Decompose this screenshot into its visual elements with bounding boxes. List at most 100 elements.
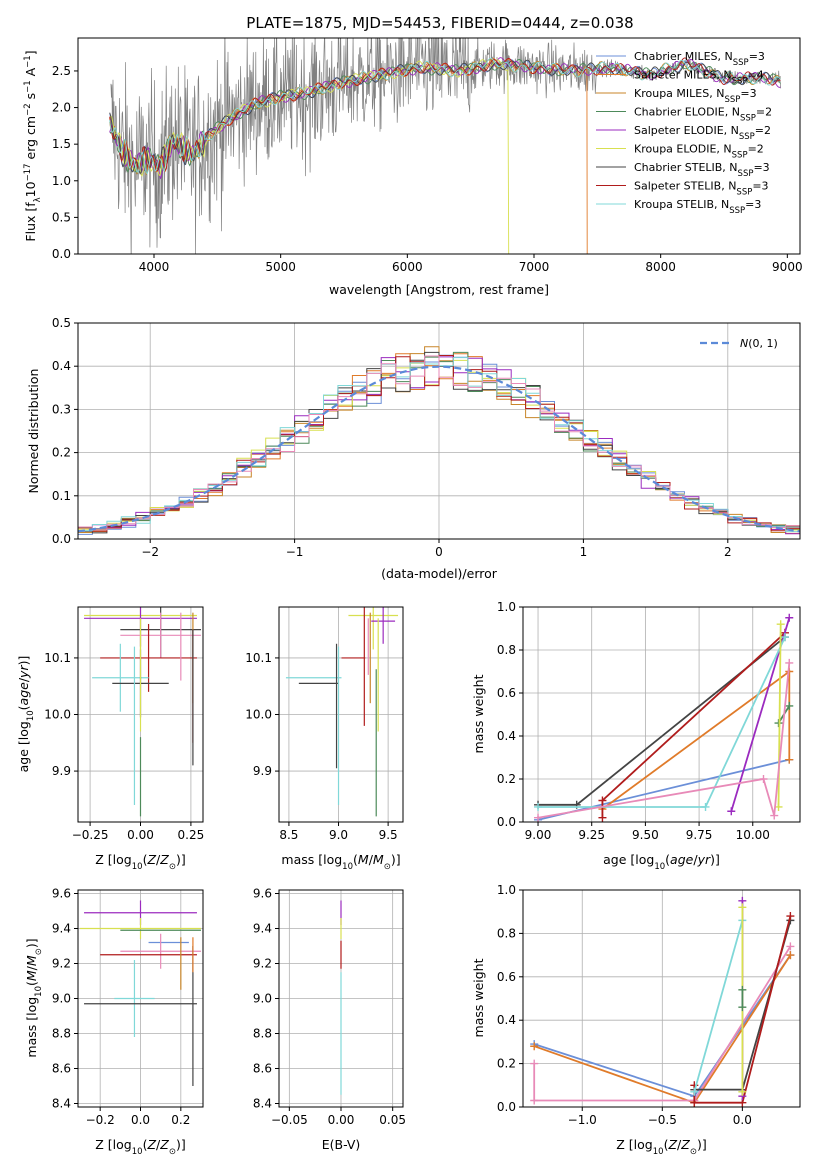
legend-label: Chabrier ELODIE, NSSP=2 (634, 106, 772, 124)
axes-massweight-vs-age: 9.00 9.25 9.50 9.75 10.00 0.0 0.2 0.4 0.6 0.8 1.0 a… (471, 600, 801, 872)
massweight-marker (690, 1087, 699, 1096)
x-tick-label: −0.5 (648, 1113, 677, 1127)
massweight-marker (530, 1096, 539, 1105)
x-tick-label: 9.75 (686, 828, 713, 842)
x-axis-label: E(B-V) (322, 1137, 361, 1152)
y-tick-label: 0.1 (52, 489, 71, 503)
x-tick-label: 9.50 (632, 828, 659, 842)
legend-label: Salpeter MILES, NSSP=4 (634, 69, 764, 87)
y-tick-label: 1.5 (52, 137, 71, 151)
x-tick-label: 4000 (139, 260, 170, 274)
massweight-marker (530, 1059, 539, 1068)
massweight-marker (701, 802, 710, 811)
y-tick-label: 8.8 (253, 1027, 272, 1041)
y-tick-label: 0.4 (52, 359, 71, 373)
y-tick-label: 0.2 (497, 1057, 516, 1071)
plot-area (80, 900, 201, 1086)
x-tick-label: 8000 (645, 260, 676, 274)
x-axis-label: mass [log10(M/M⊙)] (281, 852, 400, 872)
y-tick-label: 0.2 (497, 772, 516, 786)
axes-histogram: −2 −1 0 1 2 0.0 0.1 0.2 0.3 0.4 0.5 N(0, 1) (data-mo… (26, 316, 801, 581)
y-tick-label: 0.0 (497, 815, 516, 829)
legend-label: Kroupa ELODIE, NSSP=2 (634, 143, 764, 161)
x-tick-label: 0.00 (328, 1113, 355, 1127)
x-tick-label: 2 (724, 545, 732, 559)
x-tick-label: 0.00 (127, 828, 154, 842)
y-axis-label: Flux [fλ10−17 erg cm−2 s−1 A−1] (23, 50, 43, 241)
y-tick-label: 0.8 (497, 643, 516, 657)
y-tick-label: 9.0 (52, 992, 71, 1006)
massweight-marker (780, 633, 789, 642)
y-tick-label: 8.6 (253, 1062, 272, 1076)
plot-area (84, 607, 201, 817)
x-tick-label: −0.25 (72, 828, 109, 842)
x-tick-label: −2 (141, 545, 159, 559)
x-tick-label: −0.2 (86, 1113, 115, 1127)
y-tick-label: 1.0 (497, 600, 516, 614)
x-axis-label: Z [log10(Z/Z⊙)] (95, 1137, 185, 1157)
y-tick-label: 0.5 (52, 210, 71, 224)
y-tick-label: 9.9 (52, 764, 71, 778)
y-tick-label: 0.5 (52, 316, 71, 330)
x-tick-label: 5000 (265, 260, 296, 274)
y-axis-label: Normed distribution (26, 369, 41, 494)
massweight-marker (774, 719, 783, 728)
axes-massweight-vs-Z: −1.0 −0.5 0.0 0.0 0.2 0.4 0.6 0.8 1.0 Z [log10(Z/… (471, 883, 801, 1157)
x-tick-label: 1 (580, 545, 588, 559)
massweight-marker (759, 775, 768, 783)
axes-frame (77, 889, 204, 1108)
y-tick-label: 1.0 (497, 883, 516, 897)
massweight-line (537, 662, 791, 819)
plot-area (285, 607, 399, 817)
x-tick-label: 9.00 (525, 828, 552, 842)
legend-label: Salpeter ELODIE, NSSP=2 (634, 124, 771, 142)
x-axis-label: Z [log10(Z/Z⊙)] (616, 1137, 706, 1157)
y-tick-label: 0.6 (497, 686, 516, 700)
x-tick-label: 9.0 (329, 828, 348, 842)
massweight-marker (738, 1087, 747, 1096)
axes-mass-vs-Z: −0.2 0.0 0.2 8.4 8.6 8.8 9.0 9.2 9.4 9.6 Z [log10(… (24, 887, 204, 1157)
x-tick-label: 0.25 (178, 828, 205, 842)
y-tick-label: 10.1 (44, 651, 71, 665)
x-tick-label: −1.0 (568, 1113, 597, 1127)
x-axis-label: Z [log10(Z/Z⊙)] (95, 852, 185, 872)
spectrum-model-line (109, 57, 781, 175)
y-tick-label: 8.4 (52, 1097, 71, 1111)
massweight-marker (534, 802, 543, 811)
axes-spectrum: 4000 5000 6000 7000 8000 9000 0.0 0.5 1.0 1.5 2.0 2… (23, 37, 803, 297)
massweight-marker (786, 951, 795, 960)
x-tick-label: −1 (286, 545, 304, 559)
axes-age-vs-Z: −0.25 0.00 0.25 9.9 10.0 10.1 Z [log10(Z/Z⊙)] a… (16, 606, 205, 872)
x-tick-label: −0.05 (271, 1113, 308, 1127)
y-tick-label: 0.3 (52, 402, 71, 416)
y-tick-label: 2.0 (52, 101, 71, 115)
y-tick-label: 9.2 (253, 957, 272, 971)
massweight-marker (738, 1003, 747, 1012)
x-tick-label: 0.0 (733, 1113, 752, 1127)
legend-label: Salpeter STELIB, NSSP=3 (634, 180, 769, 198)
y-tick-label: 9.9 (253, 764, 272, 778)
legend-label: Kroupa STELIB, NSSP=3 (634, 198, 761, 216)
x-tick-label: 9.25 (578, 828, 605, 842)
y-tick-label: 10.0 (245, 708, 272, 722)
massweight-marker (530, 1042, 539, 1051)
massweight-marker (598, 796, 607, 805)
y-tick-label: 0.0 (497, 1100, 516, 1114)
x-tick-label: 0.05 (379, 1113, 406, 1127)
x-tick-label: 0.0 (131, 1113, 150, 1127)
x-axis-label: wavelength [Angstrom, rest frame] (329, 282, 549, 297)
y-axis-label: mass weight (471, 958, 486, 1037)
x-tick-label: 9.5 (379, 828, 398, 842)
x-tick-label: 8.5 (279, 828, 298, 842)
massweight-marker (534, 813, 543, 822)
massweight-marker (785, 658, 794, 667)
legend-label: Chabrier STELIB, NSSP=3 (634, 161, 770, 179)
y-tick-label: 9.6 (253, 887, 272, 901)
plot-area (109, 38, 782, 254)
y-axis-label: age [log10(age/yr)] (16, 656, 36, 773)
massweight-marker (785, 701, 794, 710)
x-tick-label: 6000 (392, 260, 423, 274)
y-tick-label: 0.0 (52, 532, 71, 546)
axes-frame (278, 606, 404, 823)
